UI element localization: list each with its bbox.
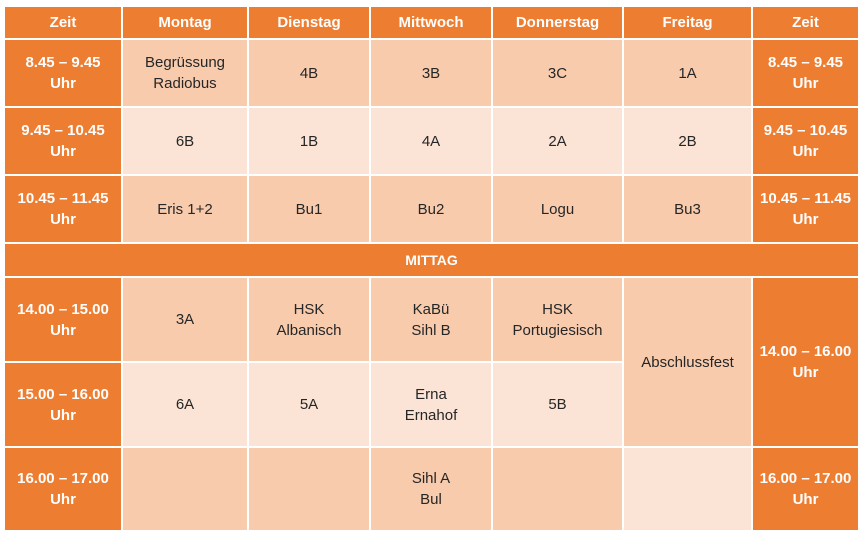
cell-line: Sihl B bbox=[411, 321, 451, 339]
header-zeit-left: Zeit bbox=[3, 5, 123, 40]
cell-freitag: Bu3 bbox=[622, 174, 753, 244]
cell-montag: 6B bbox=[121, 106, 249, 176]
cell-mittwoch: Erna Ernahof bbox=[369, 361, 493, 448]
cell-montag: 3A bbox=[121, 276, 249, 363]
time-unit: Uhr bbox=[792, 364, 819, 381]
time-cell-left: 15.00 – 16.00 Uhr bbox=[3, 361, 123, 448]
time-cell-left: 9.45 – 10.45 Uhr bbox=[3, 106, 123, 176]
table-row: 8.45 – 9.45 Uhr Begrüssung Radiobus 4B 3… bbox=[3, 38, 860, 108]
cell-montag-empty bbox=[121, 446, 249, 532]
cell-dienstag: 5A bbox=[247, 361, 371, 448]
cell-donnerstag: HSK Portugiesisch bbox=[491, 276, 624, 363]
cell-mittwoch: 3B bbox=[369, 38, 493, 108]
cell-line: Ernahof bbox=[404, 406, 458, 424]
table-row: 9.45 – 10.45 Uhr 6B 1B 4A 2A 2B 9.45 – 1… bbox=[3, 106, 860, 176]
cell-line: HSK bbox=[293, 300, 325, 318]
header-mittwoch: Mittwoch bbox=[369, 5, 493, 40]
cell-line: HSK bbox=[542, 300, 573, 318]
time-cell-right: 16.00 – 17.00 Uhr bbox=[751, 446, 860, 532]
cell-line: Erna bbox=[415, 385, 447, 403]
time-cell-right: 9.45 – 10.45 Uhr bbox=[751, 106, 860, 176]
time-unit: Uhr bbox=[50, 321, 76, 339]
time-range: 15.00 – 16.00 bbox=[17, 385, 109, 403]
time-unit: Uhr bbox=[50, 406, 76, 424]
cell-line: Radiobus bbox=[153, 75, 217, 92]
mittag-row: MITTAG bbox=[3, 242, 860, 278]
time-cell-right: 10.45 – 11.45 Uhr bbox=[751, 174, 860, 244]
time-unit: Uhr bbox=[792, 143, 819, 160]
time-unit: Uhr bbox=[50, 491, 76, 508]
time-cell-left: 10.45 – 11.45 Uhr bbox=[3, 174, 123, 244]
cell-donnerstag: 3C bbox=[491, 38, 624, 108]
cell-freitag: 2B bbox=[622, 106, 753, 176]
cell-montag: Begrüssung Radiobus bbox=[121, 38, 249, 108]
cell-line: Portugiesisch bbox=[512, 321, 603, 339]
time-range: 9.45 – 10.45 bbox=[763, 122, 848, 139]
cell-line: Albanisch bbox=[276, 321, 342, 339]
time-range: 14.00 – 15.00 bbox=[17, 300, 109, 318]
cell-freitag-empty bbox=[622, 446, 753, 532]
cell-line: Sihl A bbox=[411, 470, 451, 487]
time-unit: Uhr bbox=[50, 143, 76, 160]
table-row: 15.00 – 16.00 Uhr 6A 5A Erna Ernahof 5B bbox=[3, 361, 859, 448]
table-row: 14.00 – 15.00 Uhr 3A HSK Albanisch KaBü … bbox=[3, 276, 860, 448]
table-row: 16.00 – 17.00 Uhr Sihl A Bul 16.00 – 17.… bbox=[3, 446, 860, 532]
cell-dienstag: Bu1 bbox=[247, 174, 371, 244]
time-range: 10.45 – 11.45 bbox=[17, 190, 109, 207]
cell-dienstag-empty bbox=[247, 446, 371, 532]
time-unit: Uhr bbox=[792, 211, 819, 228]
cell-donnerstag: 2A bbox=[491, 106, 624, 176]
cell-dienstag: 1B bbox=[247, 106, 371, 176]
cell-mittwoch: Bu2 bbox=[369, 174, 493, 244]
header-row: Zeit Montag Dienstag Mittwoch Donnerstag… bbox=[3, 5, 860, 40]
cell-donnerstag: 5B bbox=[491, 361, 624, 448]
time-unit: Uhr bbox=[50, 75, 76, 92]
cell-dienstag: 4B bbox=[247, 38, 371, 108]
cell-freitag-abschlussfest: Abschlussfest bbox=[622, 276, 753, 448]
header-freitag: Freitag bbox=[622, 5, 753, 40]
cell-line: Begrüssung bbox=[144, 54, 226, 71]
cell-mittwoch: KaBü Sihl B bbox=[369, 276, 493, 363]
time-unit: Uhr bbox=[792, 491, 819, 508]
time-cell-right: 8.45 – 9.45 Uhr bbox=[751, 38, 860, 108]
cell-montag: 6A bbox=[121, 361, 249, 448]
cell-donnerstag-empty bbox=[491, 446, 624, 532]
time-range: 16.00 – 17.00 bbox=[17, 470, 109, 487]
cell-freitag: 1A bbox=[622, 38, 753, 108]
time-unit: Uhr bbox=[50, 211, 76, 228]
time-range: 14.00 – 16.00 bbox=[759, 343, 852, 360]
time-unit: Uhr bbox=[792, 75, 819, 92]
header-donnerstag: Donnerstag bbox=[491, 5, 624, 40]
time-range: 10.45 – 11.45 bbox=[760, 190, 851, 207]
cell-mittwoch: 4A bbox=[369, 106, 493, 176]
time-range: 16.00 – 17.00 bbox=[759, 470, 852, 487]
schedule-table: Zeit Montag Dienstag Mittwoch Donnerstag… bbox=[3, 5, 860, 532]
cell-line: KaBü bbox=[412, 300, 450, 318]
cell-mittwoch: Sihl A Bul bbox=[369, 446, 493, 532]
table-row: 10.45 – 11.45 Uhr Eris 1+2 Bu1 Bu2 Logu … bbox=[3, 174, 860, 244]
cell-montag: Eris 1+2 bbox=[121, 174, 249, 244]
cell-line: Bul bbox=[420, 491, 442, 508]
cell-dienstag: HSK Albanisch bbox=[247, 276, 371, 363]
time-cell-left: 8.45 – 9.45 Uhr bbox=[3, 38, 123, 108]
mittag-banner: MITTAG bbox=[3, 242, 860, 278]
time-range: 8.45 – 9.45 bbox=[767, 54, 844, 71]
header-dienstag: Dienstag bbox=[247, 5, 371, 40]
time-cell-left: 14.00 – 15.00 Uhr bbox=[3, 276, 123, 363]
time-cell-right-merged: 14.00 – 16.00 Uhr bbox=[751, 276, 860, 448]
cell-donnerstag: Logu bbox=[491, 174, 624, 244]
time-cell-left: 16.00 – 17.00 Uhr bbox=[3, 446, 123, 532]
time-range: 9.45 – 10.45 bbox=[21, 122, 105, 139]
time-range: 8.45 – 9.45 bbox=[25, 54, 101, 71]
header-montag: Montag bbox=[121, 5, 249, 40]
header-zeit-right: Zeit bbox=[751, 5, 860, 40]
